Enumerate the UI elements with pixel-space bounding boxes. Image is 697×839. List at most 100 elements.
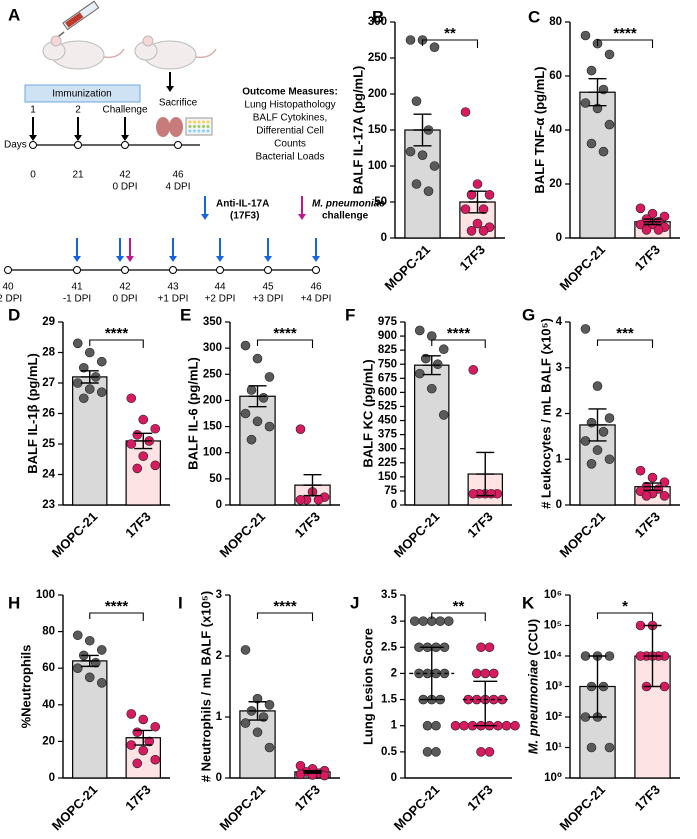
data-point (258, 712, 269, 722)
y-tick-label: 225 (378, 457, 398, 469)
y-tick-label: 2.5 (381, 641, 398, 653)
label: 46 (172, 170, 184, 181)
timepoint (74, 141, 82, 149)
significance-label: ** (453, 598, 465, 615)
y-tick-label: 200 (368, 88, 387, 100)
y-tick-label: 20 (42, 735, 55, 747)
y-tick-label: 2 (556, 408, 562, 420)
data-point (295, 424, 306, 434)
label: BALF Cytokines, (253, 113, 327, 124)
y-tick-label: 10⁵ (544, 620, 562, 632)
y-tick-label: 3 (391, 615, 397, 627)
y-axis-label: BALF IL-1β (pg/mL) (25, 353, 40, 474)
data-point (438, 344, 449, 355)
y-tick-label: 0 (216, 772, 222, 784)
timepoint (169, 266, 177, 274)
significance-bracket (596, 339, 654, 348)
well (197, 125, 201, 128)
label: 45 (262, 282, 274, 293)
data-point (405, 146, 416, 157)
data-point (592, 381, 603, 391)
data-point (138, 414, 149, 425)
y-tick-label: 10⁰ (544, 772, 562, 784)
data-point (659, 491, 670, 501)
y-tick-label: 3.5 (381, 589, 398, 601)
y-axis-label-text: Lung Lesion Score (361, 628, 376, 745)
y-axis-label-text: BALF IL-1β (pg/mL) (25, 353, 40, 474)
data-point (72, 338, 83, 349)
y-axis-label-text: %Neutrophils (19, 645, 34, 729)
data-point (240, 408, 251, 419)
data-point (264, 699, 275, 710)
y-tick-label: 100 (368, 160, 387, 172)
y-tick-label: 0 (556, 232, 562, 244)
y-tick-label: 23 (42, 499, 55, 511)
y-tick-label: 250 (203, 368, 222, 380)
label: G (522, 305, 535, 324)
y-tick-label: 350 (203, 316, 222, 328)
data-point (484, 747, 495, 757)
data-point (635, 465, 646, 476)
data-point (96, 387, 107, 397)
timepoint (264, 266, 272, 274)
timepoint (174, 141, 182, 149)
data-point (96, 678, 107, 688)
significance-label: **** (447, 325, 471, 342)
significance-bracket (256, 612, 314, 621)
well (193, 129, 196, 133)
y-axis-label-text: BALF KC (pg/mL) (361, 359, 376, 467)
data-point (604, 49, 615, 60)
data-point (604, 454, 615, 465)
y-tick-label: 0 (391, 772, 397, 784)
data-point (426, 331, 437, 341)
well (197, 129, 201, 133)
data-point (431, 720, 441, 731)
mouse-tail (195, 48, 217, 59)
y-tick-label: 29 (42, 316, 55, 328)
data-point (468, 365, 479, 375)
label: I (178, 593, 183, 612)
label: E (180, 305, 191, 324)
data-point (138, 745, 149, 756)
label: 0 DPI (112, 182, 137, 193)
data-point (586, 459, 597, 469)
label: 46 (310, 282, 322, 293)
arrow-head (74, 135, 82, 141)
label: +4 DPI (301, 294, 332, 305)
arrow-head (312, 256, 320, 262)
label: 40 (2, 282, 14, 293)
y-tick-label: 50 (209, 473, 222, 485)
label: 2 (75, 105, 81, 116)
well (188, 125, 192, 128)
data-point (659, 211, 670, 222)
data-point (586, 65, 597, 76)
data-point (138, 451, 149, 462)
data-point (460, 107, 471, 117)
label: Counts (274, 139, 306, 150)
label: Bacterial Loads (256, 152, 325, 163)
y-axis-label-text: (CCU) (526, 619, 541, 656)
data-point (659, 477, 670, 487)
data-point (84, 347, 95, 358)
data-point (478, 226, 489, 236)
y-tick-label: 50 (374, 196, 387, 208)
data-point (150, 423, 161, 434)
data-point (450, 720, 461, 731)
data-point (240, 718, 251, 728)
data-point (476, 642, 486, 653)
data-point (429, 161, 440, 171)
timepoint (216, 266, 224, 274)
y-axis-label-italic: M. pneumoniae (526, 660, 541, 755)
y-tick-label: 525 (378, 400, 398, 412)
label: Immunization (52, 89, 111, 100)
label: F (345, 305, 355, 324)
data-point (604, 119, 615, 130)
significance-label: ** (444, 25, 456, 42)
data-point (411, 179, 422, 189)
data-point (126, 709, 137, 719)
data-point (510, 720, 520, 731)
y-tick-label: 0.5 (381, 746, 398, 758)
y-axis-label: BALF KC (pg/mL) (361, 359, 376, 467)
data-point (150, 460, 161, 471)
y-tick-label: 100 (36, 589, 55, 601)
